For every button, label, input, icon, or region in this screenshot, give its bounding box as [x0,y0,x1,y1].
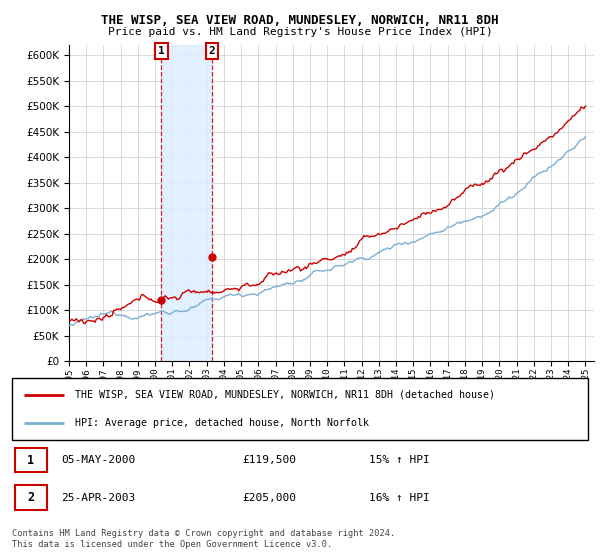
Text: THE WISP, SEA VIEW ROAD, MUNDESLEY, NORWICH, NR11 8DH (detached house): THE WISP, SEA VIEW ROAD, MUNDESLEY, NORW… [76,390,496,400]
Text: 25-APR-2003: 25-APR-2003 [61,493,135,503]
Text: 15% ↑ HPI: 15% ↑ HPI [369,455,430,465]
Text: THE WISP, SEA VIEW ROAD, MUNDESLEY, NORWICH, NR11 8DH: THE WISP, SEA VIEW ROAD, MUNDESLEY, NORW… [101,14,499,27]
Text: 2: 2 [209,46,215,56]
Text: Price paid vs. HM Land Registry's House Price Index (HPI): Price paid vs. HM Land Registry's House … [107,27,493,37]
Text: HPI: Average price, detached house, North Norfolk: HPI: Average price, detached house, Nort… [76,418,370,428]
Text: 1: 1 [27,454,34,467]
Text: £205,000: £205,000 [242,493,296,503]
Bar [161,45,212,361]
Text: Contains HM Land Registry data © Crown copyright and database right 2024.
This d: Contains HM Land Registry data © Crown c… [12,529,395,549]
Bar [15,448,47,473]
Bar [15,486,47,510]
Text: 1: 1 [158,46,165,56]
Text: 2: 2 [27,491,34,504]
Text: 16% ↑ HPI: 16% ↑ HPI [369,493,430,503]
Text: 05-MAY-2000: 05-MAY-2000 [61,455,135,465]
Text: £119,500: £119,500 [242,455,296,465]
